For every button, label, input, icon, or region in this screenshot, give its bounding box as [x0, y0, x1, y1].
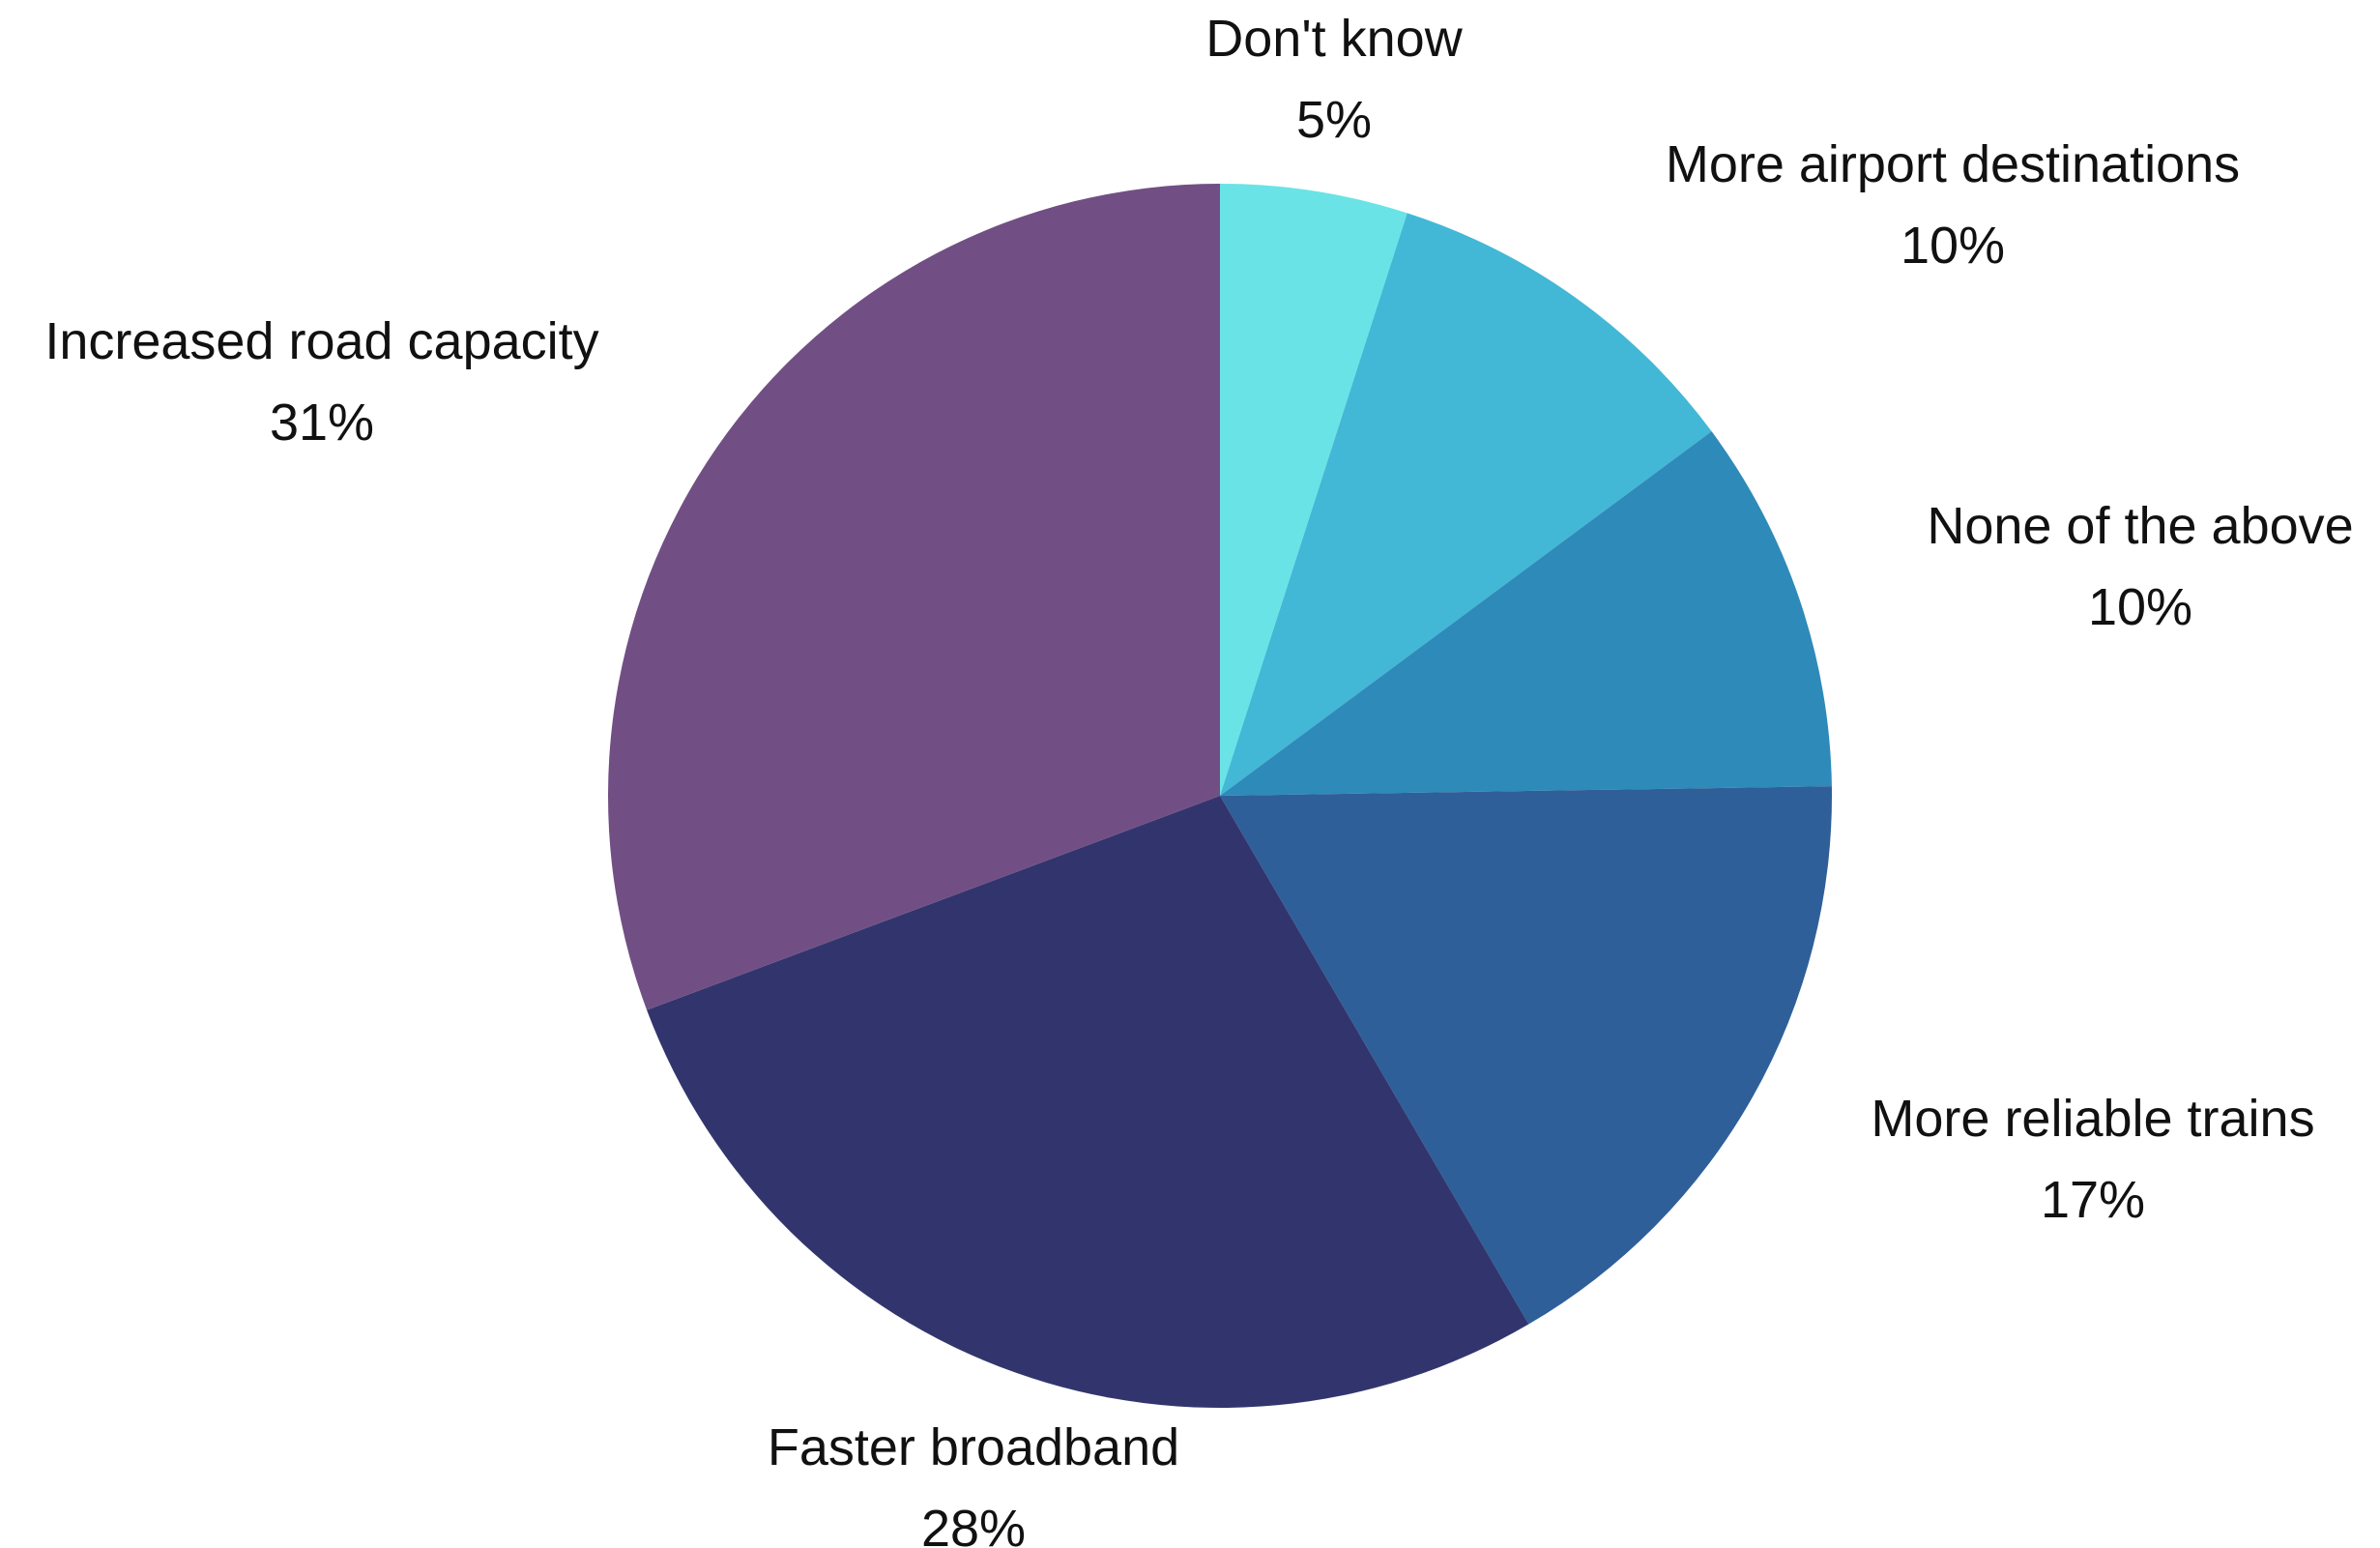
slice-percent-label: 10%	[2088, 578, 2192, 636]
slice-name-label: Don't know	[1205, 10, 1463, 68]
slice-name-label: None of the above	[1927, 497, 2353, 555]
pie-labels: Don't know 5% More airport destinations 10%…	[44, 10, 2353, 1548]
pie-slice-faster-broadband	[647, 796, 1529, 1409]
pie-slice-none-of-the-above	[1220, 431, 1832, 796]
slice-percent-label: 10%	[1901, 217, 2005, 275]
slice-name-label: More reliable trains	[1871, 1090, 2314, 1148]
slice-name-label: More airport destinations	[1666, 135, 2240, 193]
pie-slice-don-t-know	[1220, 184, 1408, 796]
pie-slice-more-reliable-trains	[1220, 786, 1832, 1325]
slice-percent-label: 17%	[2041, 1171, 2145, 1229]
slice-name-label: Increased road capacity	[44, 312, 598, 370]
slice-percent-label: 5%	[1296, 91, 1372, 149]
pie-slice-more-airport-destinations	[1220, 213, 1712, 796]
pie-slices	[608, 184, 1832, 1409]
slice-percent-label: 31%	[270, 394, 374, 452]
pie-slice-increased-road-capacity	[608, 184, 1220, 1010]
slice-percent-label: 28%	[921, 1500, 1026, 1548]
slice-name-label: Faster broadband	[768, 1418, 1179, 1476]
